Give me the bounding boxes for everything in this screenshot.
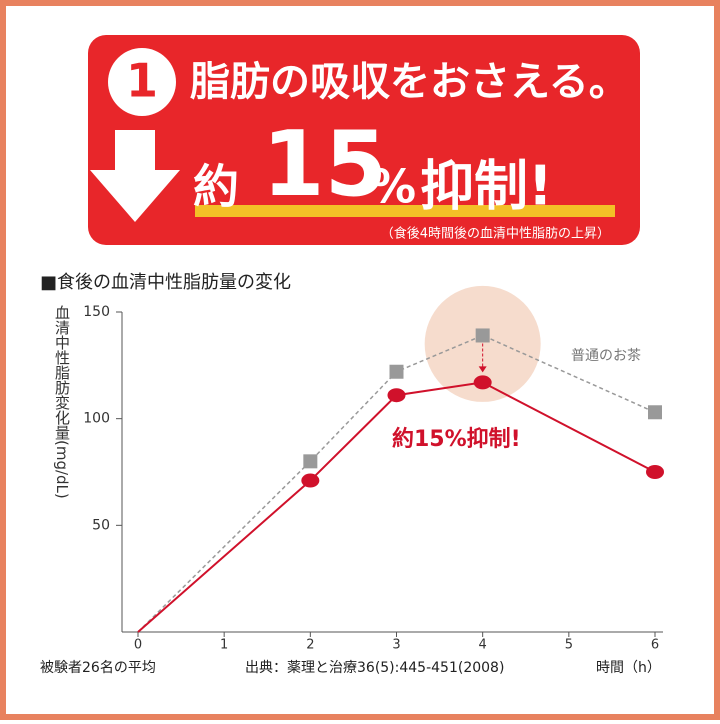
- point: [646, 465, 664, 479]
- x-axis-label: 時間（h）: [596, 660, 661, 676]
- point: [301, 473, 320, 488]
- highlight-bar: [195, 205, 615, 217]
- reduction-arrowhead: [478, 366, 487, 373]
- annotation: 約15%抑制!: [392, 426, 521, 452]
- badge-number: 1: [126, 54, 158, 108]
- point: [389, 364, 404, 379]
- x-tick-label: 1: [220, 638, 228, 653]
- banner: [88, 35, 640, 245]
- point: [475, 328, 490, 343]
- point: [387, 388, 406, 403]
- point: [473, 375, 492, 390]
- x-tick-label: 3: [392, 638, 400, 653]
- y-axis-label: 血清中性脂肪変化量(mg/dL): [53, 305, 71, 499]
- claim-suffix: 抑制!: [420, 155, 553, 218]
- y-tick-label: 100: [83, 411, 110, 427]
- banner-note: （食後4時間後の血清中性脂肪の上昇）: [381, 226, 610, 242]
- source: 出典：薬理と治療36(5):445-451(2008): [245, 659, 504, 676]
- footnote: 被験者26名の平均: [40, 660, 156, 676]
- y-tick-label: 50: [92, 517, 110, 533]
- y-tick-label: 150: [83, 304, 110, 320]
- point: [303, 454, 318, 469]
- claim-unit: %: [370, 160, 416, 214]
- claim-number: 15: [262, 112, 387, 217]
- x-tick-label: 6: [651, 638, 659, 653]
- legend-label: 普通のお茶: [571, 348, 641, 364]
- x-tick-label: 5: [565, 638, 573, 653]
- headline: 脂肪の吸収をおさえる。: [190, 59, 629, 105]
- point: [648, 405, 662, 420]
- x-tick-label: 2: [306, 638, 314, 653]
- down-arrow: [90, 130, 180, 222]
- x-tick-label: 0: [134, 638, 142, 653]
- x-tick-label: 4: [479, 638, 487, 653]
- chart-title: ■食後の血清中性脂肪量の変化: [40, 272, 291, 293]
- number-badge: [108, 48, 176, 116]
- claim-prefix: 約: [193, 160, 239, 214]
